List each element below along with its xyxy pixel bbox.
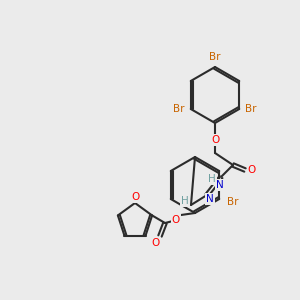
Text: H: H xyxy=(208,174,216,184)
Text: Br: Br xyxy=(227,197,239,207)
Text: N: N xyxy=(216,180,224,190)
Text: Br: Br xyxy=(209,52,221,62)
Text: O: O xyxy=(131,192,139,202)
Text: H: H xyxy=(181,196,189,206)
Text: Br: Br xyxy=(173,104,184,114)
Text: O: O xyxy=(152,238,160,248)
Text: O: O xyxy=(211,135,219,145)
Text: O: O xyxy=(248,165,256,175)
Text: Br: Br xyxy=(245,104,257,114)
Text: N: N xyxy=(206,194,214,204)
Text: O: O xyxy=(172,215,180,225)
